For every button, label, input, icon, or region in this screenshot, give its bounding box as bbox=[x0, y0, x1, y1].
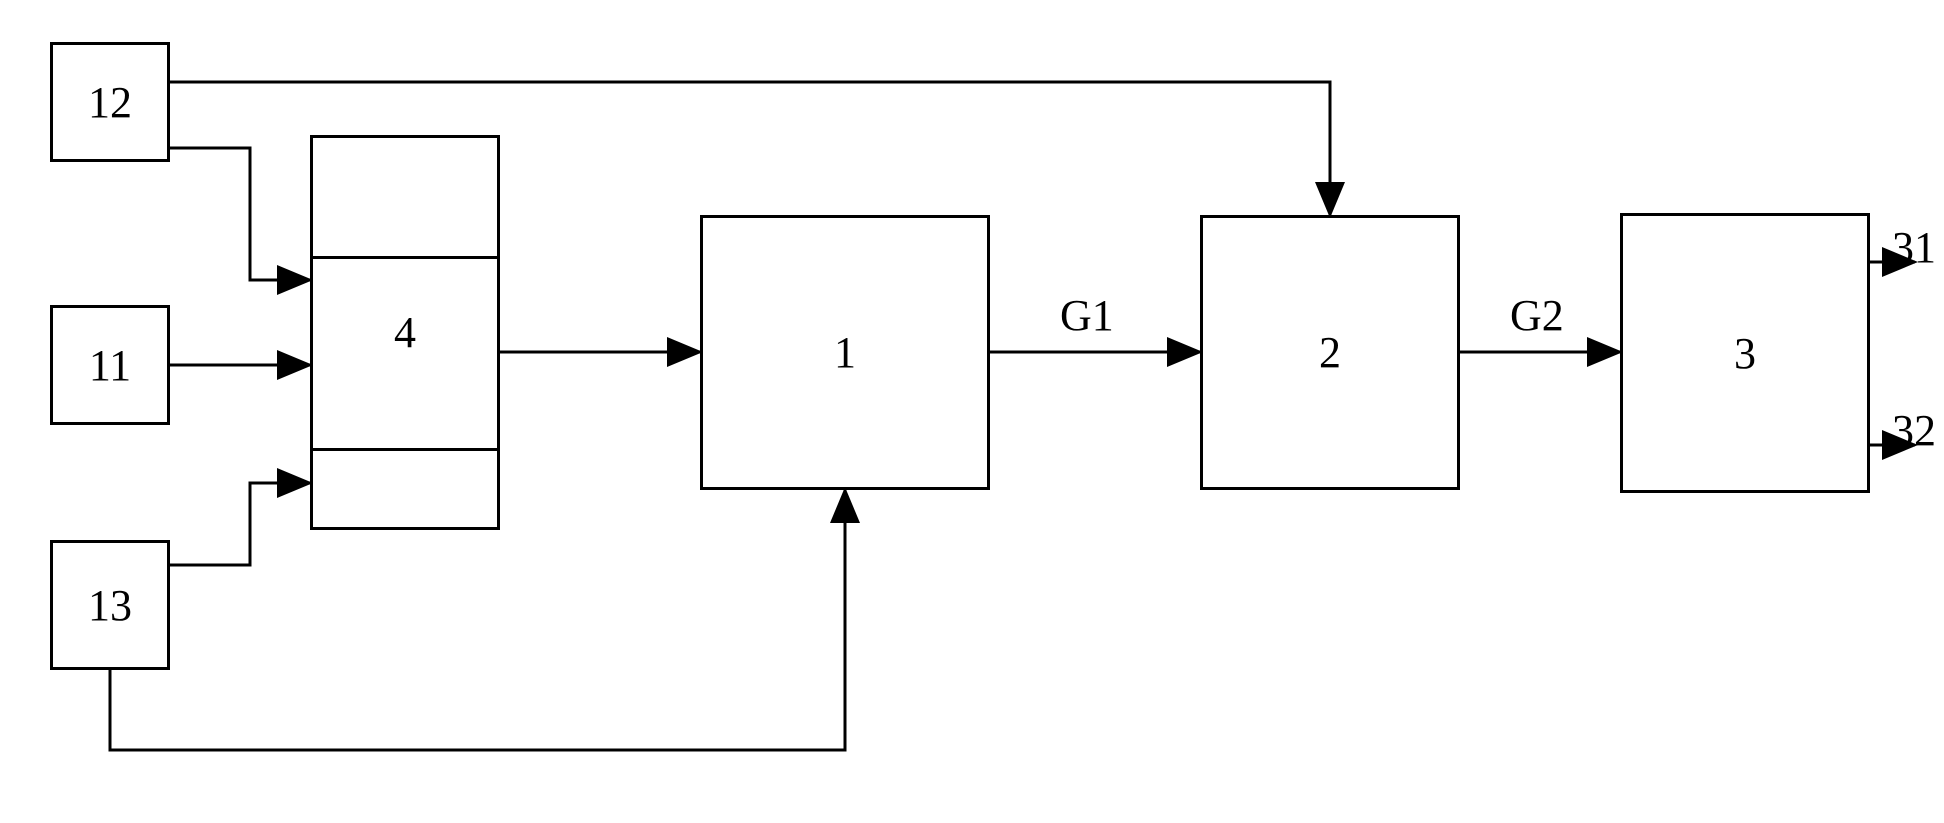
node-3-label: 3 bbox=[1734, 328, 1756, 379]
node-11-label: 11 bbox=[89, 340, 131, 391]
block-diagram: 12 11 13 4 1 2 3 G1 G2 31 32 bbox=[0, 0, 1944, 823]
edge-label-g1: G1 bbox=[1060, 290, 1114, 341]
node-4-divider-1 bbox=[313, 256, 497, 259]
output-label-32: 32 bbox=[1892, 405, 1936, 456]
node-2: 2 bbox=[1200, 215, 1460, 490]
node-4: 4 bbox=[310, 135, 500, 530]
node-4-label: 4 bbox=[394, 307, 416, 358]
node-11: 11 bbox=[50, 305, 170, 425]
node-1-label: 1 bbox=[834, 327, 856, 378]
node-2-label: 2 bbox=[1319, 327, 1341, 378]
node-3: 3 bbox=[1620, 213, 1870, 493]
node-12-label: 12 bbox=[88, 77, 132, 128]
node-13-label: 13 bbox=[88, 580, 132, 631]
edge-13-to-4 bbox=[170, 483, 310, 565]
node-1: 1 bbox=[700, 215, 990, 490]
edge-12-to-4 bbox=[170, 148, 310, 280]
node-13: 13 bbox=[50, 540, 170, 670]
output-label-31: 31 bbox=[1892, 222, 1936, 273]
node-12: 12 bbox=[50, 42, 170, 162]
edge-label-g2: G2 bbox=[1510, 290, 1564, 341]
node-4-divider-2 bbox=[313, 448, 497, 451]
